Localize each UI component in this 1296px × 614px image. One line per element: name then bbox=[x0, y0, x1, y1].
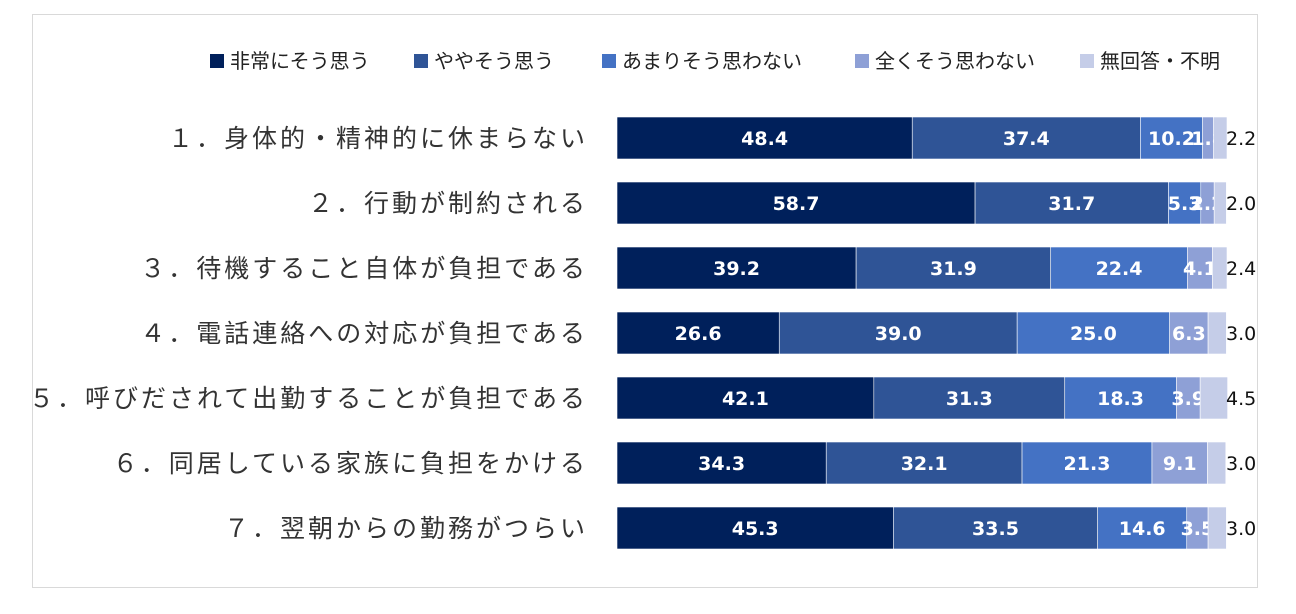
data-label-r2-s1: 58.7 bbox=[773, 193, 820, 215]
bar-segment-r2-s5 bbox=[1213, 181, 1227, 225]
data-label-r7-s1: 45.3 bbox=[732, 518, 779, 540]
data-label-r7-s4: 3.5 bbox=[1181, 518, 1215, 540]
bar-segment-r4-s4 bbox=[1169, 311, 1209, 355]
data-label-r4-s3: 25.0 bbox=[1070, 323, 1117, 345]
data-label-r6-s4: 9.1 bbox=[1163, 453, 1197, 475]
legend-swatch-1 bbox=[210, 54, 224, 68]
data-label-r3-s3: 22.4 bbox=[1096, 258, 1143, 280]
legend-label-1: 非常にそう思う bbox=[230, 49, 370, 73]
legend-label-5: 無回答・不明 bbox=[1100, 49, 1220, 73]
data-label-r7-s3: 14.6 bbox=[1119, 518, 1166, 540]
bar-segment-r4-s1 bbox=[616, 311, 780, 355]
bar-segment-r1-s3 bbox=[1140, 116, 1203, 160]
bar-segment-r2-s3 bbox=[1168, 181, 1202, 225]
bar-segment-r3-s2 bbox=[855, 246, 1052, 290]
bar-segment-r1-s1 bbox=[616, 116, 913, 160]
bar-segment-r2-s2 bbox=[974, 181, 1169, 225]
bar-segment-r5-s2 bbox=[873, 376, 1066, 420]
data-label-r1-s5: 2.2 bbox=[1226, 128, 1256, 150]
data-label-r6-s1: 34.3 bbox=[698, 453, 745, 475]
category-label-3: ３．待機すること自体が負担である bbox=[140, 254, 588, 283]
data-label-r5-s3: 18.3 bbox=[1097, 388, 1144, 410]
data-label-r3-s1: 39.2 bbox=[713, 258, 760, 280]
legend-label-3: あまりそう思わない bbox=[622, 49, 802, 73]
legend-swatch-5 bbox=[1080, 54, 1094, 68]
legend-label-4: 全くそう思わない bbox=[875, 49, 1035, 73]
data-label-r3-s2: 31.9 bbox=[930, 258, 977, 280]
bar-segment-r6-s4 bbox=[1151, 441, 1208, 485]
bar-segment-r1-s2 bbox=[911, 116, 1141, 160]
bar-segment-r2-s1 bbox=[616, 181, 976, 225]
data-label-r2-s2: 31.7 bbox=[1048, 193, 1095, 215]
category-label-6: ６．同居している家族に負担をかける bbox=[113, 449, 588, 478]
category-label-2: ２．行動が制約される bbox=[308, 189, 588, 218]
data-label-r3-s4: 4.1 bbox=[1183, 258, 1217, 280]
bar-segment-r4-s3 bbox=[1016, 311, 1170, 355]
bar-segment-r3-s3 bbox=[1050, 246, 1188, 290]
bar-segment-r5-s5 bbox=[1199, 376, 1228, 420]
bar-segment-r7-s3 bbox=[1097, 506, 1188, 550]
bar-segment-r7-s1 bbox=[616, 506, 894, 550]
data-label-r6-s2: 32.1 bbox=[901, 453, 948, 475]
chart-frame bbox=[32, 14, 1258, 588]
bar-segment-r4-s5 bbox=[1207, 311, 1227, 355]
data-label-r3-s5: 2.4 bbox=[1226, 258, 1256, 280]
category-label-1: １．身体的・精神的に休まらない bbox=[168, 124, 588, 153]
bar-segment-r3-s5 bbox=[1212, 246, 1228, 290]
data-label-r5-s4: 3.9 bbox=[1171, 388, 1205, 410]
category-label-5: ５．呼びだされて出勤することが負担である bbox=[29, 384, 588, 413]
legend-swatch-2 bbox=[414, 54, 428, 68]
data-label-r1-s2: 37.4 bbox=[1003, 128, 1050, 150]
bar-segment-r3-s4 bbox=[1187, 246, 1213, 290]
bar-segment-r5-s3 bbox=[1064, 376, 1177, 420]
bar-segment-r7-s5 bbox=[1207, 506, 1227, 550]
category-label-4: ４．電話連絡への対応が負担である bbox=[140, 319, 588, 348]
legend-label-2: ややそう思う bbox=[434, 49, 554, 73]
bar-segment-r3-s1 bbox=[616, 246, 857, 290]
data-label-r4-s4: 6.3 bbox=[1172, 323, 1206, 345]
data-label-r2-s5: 2.0 bbox=[1226, 193, 1256, 215]
data-label-r5-s1: 42.1 bbox=[722, 388, 769, 410]
data-label-r4-s2: 39.0 bbox=[875, 323, 922, 345]
data-label-r4-s5: 3.0 bbox=[1226, 323, 1256, 345]
bar-segment-r6-s2 bbox=[825, 441, 1023, 485]
data-label-r5-s2: 31.3 bbox=[946, 388, 993, 410]
data-label-r7-s5: 3.0 bbox=[1226, 518, 1256, 540]
data-label-r1-s1: 48.4 bbox=[741, 128, 788, 150]
data-label-r4-s1: 26.6 bbox=[675, 323, 722, 345]
bar-segment-r6-s3 bbox=[1021, 441, 1153, 485]
data-label-r2-s3: 5.3 bbox=[1168, 193, 1202, 215]
category-label-7: ７．翌朝からの勤務がつらい bbox=[224, 514, 588, 543]
data-label-r6-s5: 3.0 bbox=[1226, 453, 1256, 475]
bar-segment-r5-s1 bbox=[616, 376, 875, 420]
bar-segment-r6-s1 bbox=[616, 441, 827, 485]
data-label-r7-s2: 33.5 bbox=[972, 518, 1019, 540]
bar-segment-r1-s5 bbox=[1213, 116, 1228, 160]
legend-swatch-3 bbox=[602, 54, 616, 68]
legend-swatch-4 bbox=[855, 54, 869, 68]
data-label-r1-s3: 10.2 bbox=[1148, 128, 1195, 150]
bar-segment-r6-s5 bbox=[1207, 441, 1227, 485]
bar-segment-r7-s2 bbox=[893, 506, 1098, 550]
data-label-r5-s5: 4.5 bbox=[1226, 388, 1256, 410]
data-label-r6-s3: 21.3 bbox=[1064, 453, 1111, 475]
bar-segment-r4-s2 bbox=[778, 311, 1018, 355]
